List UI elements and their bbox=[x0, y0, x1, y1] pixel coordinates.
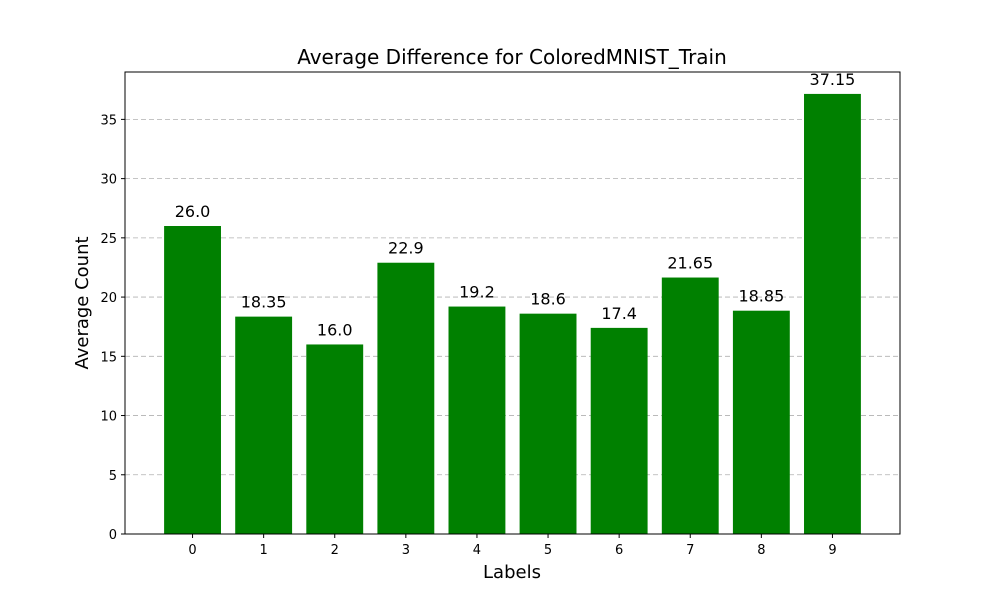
x-tick-label: 7 bbox=[686, 543, 694, 558]
y-tick-label: 15 bbox=[100, 350, 117, 365]
data-label-0: 26.0 bbox=[175, 202, 211, 221]
data-labels: 26.0 18.35 16.0 22.9 19.2 18.6 17.4 21.65 18.85 3… bbox=[175, 70, 856, 340]
x-tick-label: 3 bbox=[402, 543, 410, 558]
y-tick-label: 35 bbox=[100, 113, 117, 128]
y-tick-label: 10 bbox=[100, 410, 117, 425]
bar-3 bbox=[377, 262, 435, 534]
bar-0 bbox=[164, 226, 221, 534]
data-label-4: 19.2 bbox=[459, 283, 495, 302]
bars bbox=[164, 93, 861, 535]
x-tick-label: 1 bbox=[260, 543, 268, 558]
data-label-8: 18.85 bbox=[738, 287, 784, 306]
y-tick-label: 20 bbox=[100, 291, 117, 306]
bar-7 bbox=[661, 277, 719, 534]
data-label-1: 18.35 bbox=[241, 293, 287, 312]
x-tick-label: 9 bbox=[828, 543, 836, 558]
y-axis-label: Average Count bbox=[72, 236, 93, 369]
data-label-3: 22.9 bbox=[388, 239, 424, 258]
bar-2 bbox=[306, 344, 364, 534]
x-tick-label: 2 bbox=[331, 543, 339, 558]
plot-frame bbox=[124, 71, 901, 535]
bar-5 bbox=[519, 313, 577, 534]
data-label-7: 21.65 bbox=[667, 254, 713, 273]
y-tick-label: 25 bbox=[100, 232, 117, 247]
bar-1 bbox=[235, 316, 293, 534]
x-tick-label: 8 bbox=[757, 543, 765, 558]
x-axis-label: Labels bbox=[483, 562, 541, 583]
y-tick-label: 0 bbox=[109, 528, 117, 543]
data-label-9: 37.15 bbox=[810, 70, 856, 89]
chart-title: Average Difference for ColoredMNIST_Trai… bbox=[297, 45, 727, 69]
bar-9 bbox=[804, 93, 861, 535]
data-label-2: 16.0 bbox=[317, 320, 353, 339]
bar-4 bbox=[448, 306, 506, 534]
x-tick-label: 4 bbox=[473, 543, 481, 558]
data-label-6: 17.4 bbox=[601, 304, 637, 323]
x-tick-label: 0 bbox=[188, 543, 196, 558]
x-tick-label: 5 bbox=[544, 543, 552, 558]
x-tick-label: 6 bbox=[615, 543, 623, 558]
y-tick-label: 5 bbox=[109, 469, 117, 484]
bar-6 bbox=[590, 327, 648, 534]
y-tick-label: 30 bbox=[100, 173, 117, 188]
x-axis-ticks: 0 1 2 3 4 5 6 7 8 9 bbox=[188, 534, 837, 558]
y-axis-ticks: 0 5 10 15 20 25 30 35 bbox=[100, 113, 125, 543]
data-label-5: 18.6 bbox=[530, 290, 566, 309]
bar-8 bbox=[732, 310, 790, 534]
